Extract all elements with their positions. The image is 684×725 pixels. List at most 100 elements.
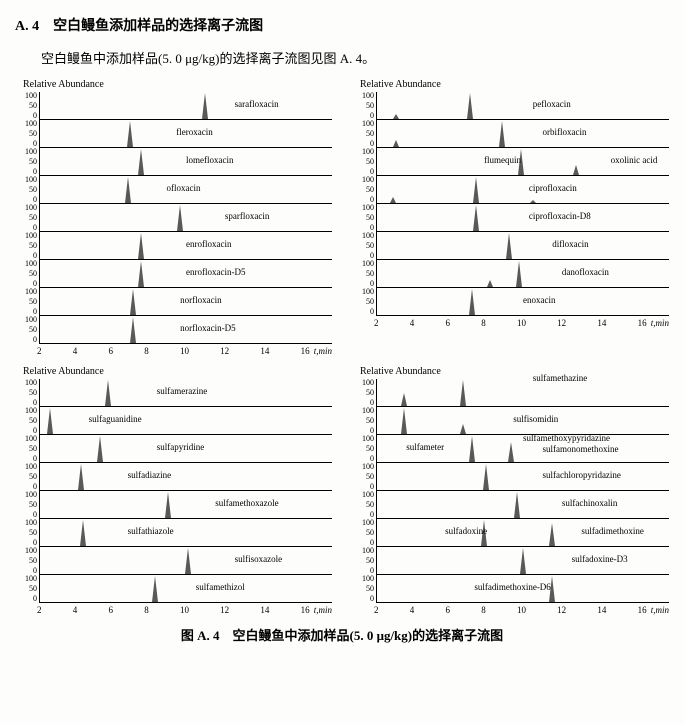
plot-area: sparfloxacin — [39, 204, 332, 232]
section-heading: A. 4 空白鳗鱼添加样品的选择离子流图 — [15, 15, 669, 35]
peak-label: ciprofloxacin-D8 — [529, 211, 591, 221]
peak — [152, 576, 158, 602]
strip-stack: 100500sulfamerazine100500sulfaguanidine1… — [15, 379, 332, 603]
y-tick: 100 — [362, 519, 374, 527]
intro-paragraph: 空白鳗鱼中添加样品(5. 0 μg/kg)的选择离子流图见图 A. 4。 — [15, 48, 669, 67]
x-tick: 8 — [144, 346, 149, 356]
peak — [467, 93, 473, 119]
y-tick: 50 — [366, 298, 374, 306]
x-tick: 4 — [410, 605, 415, 615]
chromatogram-strip: 100500sulfachinoxalin — [352, 491, 669, 519]
y-tick: 100 — [362, 407, 374, 415]
y-ticks: 100500 — [15, 204, 39, 232]
x-tick: 12 — [220, 605, 229, 615]
x-tick: 12 — [557, 605, 566, 615]
y-axis-label: Relative Abundance — [23, 79, 332, 90]
peak — [549, 523, 555, 546]
section-title-text: 空白鳗鱼添加样品的选择离子流图 — [53, 19, 263, 34]
plot-area: sulfapyridine — [39, 435, 332, 463]
chromatogram-strip: 100500sulfapyridine — [15, 435, 332, 463]
plot-area: pefloxacin — [376, 92, 669, 120]
y-ticks: 100500 — [15, 92, 39, 120]
x-axis-unit: t,min — [314, 346, 332, 356]
y-tick: 50 — [29, 529, 37, 537]
y-tick: 100 — [25, 120, 37, 128]
y-tick: 50 — [366, 186, 374, 194]
plot-area: sulfisomidin — [376, 407, 669, 435]
y-tick: 100 — [362, 120, 374, 128]
peak-label: sulfathiazole — [128, 526, 174, 536]
chromatogram-strip: 100500sulfamethoxazole — [15, 491, 332, 519]
y-ticks: 100500 — [15, 407, 39, 435]
plot-area: sulfadoxine-D3 — [376, 547, 669, 575]
plot-area: sulfisoxazole — [39, 547, 332, 575]
panel-top-right: Relative Abundance100500pefloxacin100500… — [352, 79, 669, 356]
y-tick: 100 — [362, 463, 374, 471]
peak — [514, 492, 520, 518]
x-tick: 10 — [517, 605, 526, 615]
y-tick: 50 — [29, 158, 37, 166]
y-tick: 50 — [366, 270, 374, 278]
peak-label: sparfloxacin — [225, 211, 269, 221]
chromatogram-strip: 100500orbifloxacin — [352, 120, 669, 148]
peak — [469, 436, 475, 462]
y-tick: 100 — [25, 407, 37, 415]
plot-area: ciprofloxacin — [376, 176, 669, 204]
peak-label: sulfadoxine-D3 — [572, 554, 628, 564]
y-ticks: 100500 — [352, 575, 376, 603]
peak — [401, 408, 407, 434]
plot-area: enrofloxacin-D5 — [39, 260, 332, 288]
peak-label: sulfachloropyridazine — [542, 470, 620, 480]
peak-label: sulfapyridine — [157, 442, 205, 452]
plot-area: sulfaguanidine — [39, 407, 332, 435]
bottom-row: Relative Abundance 100500 sulfamerazine 100… — [15, 366, 669, 615]
peak — [130, 289, 136, 315]
y-tick: 50 — [29, 389, 37, 397]
y-tick: 0 — [33, 336, 37, 344]
chromatogram-strip: 100500sulfathiazole — [15, 519, 332, 547]
y-tick: 0 — [370, 308, 374, 316]
plot-area: ciprofloxacin-D8 — [376, 204, 669, 232]
chromatogram-strip: 100500fleroxacin — [15, 120, 332, 148]
x-tick: 4 — [73, 346, 78, 356]
y-axis-label: Relative Abundance — [360, 366, 669, 377]
y-tick: 50 — [29, 270, 37, 278]
x-tick: 8 — [481, 605, 486, 615]
y-ticks: 100500 — [352, 148, 376, 176]
y-tick: 50 — [29, 473, 37, 481]
x-tick: 4 — [73, 605, 78, 615]
x-tick: 16 — [638, 318, 647, 328]
peak — [469, 289, 475, 315]
chromatogram-strip: 100500enrofloxacin-D5 — [15, 260, 332, 288]
y-tick: 100 — [362, 148, 374, 156]
peak-label: sarafloxacin — [235, 99, 279, 109]
plot-area: lomefloxacin — [39, 148, 332, 176]
plot-area: sulfadimethoxine-D6 — [376, 575, 669, 603]
y-tick: 100 — [362, 92, 374, 100]
y-ticks: 100500 — [15, 120, 39, 148]
x-ticks: 246810121416 — [37, 346, 310, 356]
y-tick: 100 — [25, 547, 37, 555]
y-tick: 100 — [362, 260, 374, 268]
y-tick: 100 — [25, 463, 37, 471]
x-tick: 6 — [108, 605, 113, 615]
x-tick: 2 — [37, 346, 42, 356]
y-ticks: 100500 — [15, 547, 39, 575]
peak-label: sulfadimethoxine-D6 — [474, 582, 550, 592]
y-tick: 100 — [362, 547, 374, 555]
y-tick: 100 — [362, 176, 374, 184]
chromatogram-strip: 100500flumequinoxolinic acid — [352, 148, 669, 176]
plot-area: sulfamethizol — [39, 575, 332, 603]
peak-label: sulfamerazine — [157, 386, 207, 396]
y-tick: 50 — [366, 389, 374, 397]
y-tick: 100 — [362, 232, 374, 240]
plot-area: enoxacin — [376, 288, 669, 316]
peak — [393, 140, 399, 147]
chromatogram-strip: 100500sulfadoxine-D3 — [352, 547, 669, 575]
x-tick: 14 — [597, 605, 606, 615]
peak-label: oxolinic acid — [611, 155, 658, 165]
y-tick: 50 — [29, 557, 37, 565]
y-tick: 50 — [366, 158, 374, 166]
chromatogram-strip: 100500sulfamethazine — [352, 379, 669, 407]
peak — [138, 149, 144, 175]
